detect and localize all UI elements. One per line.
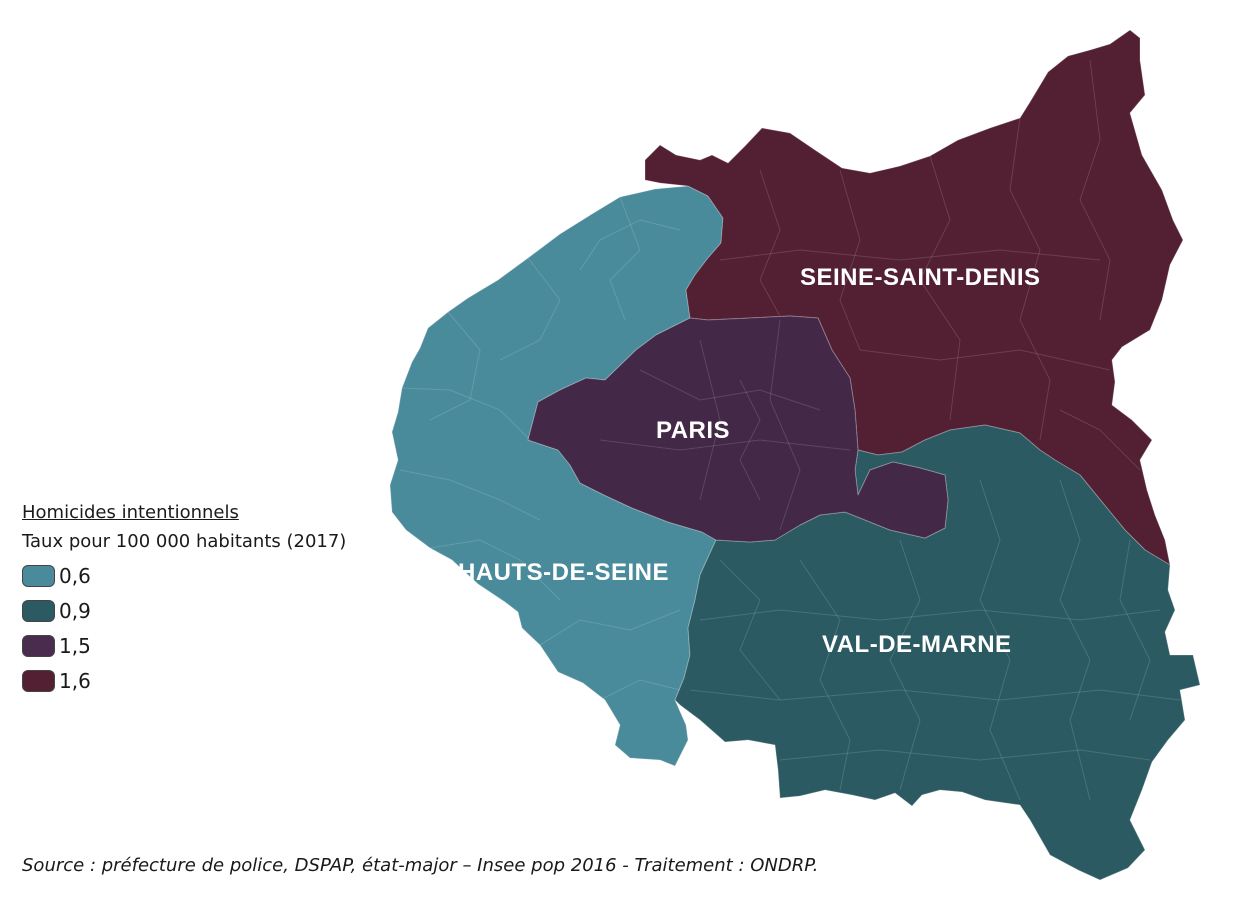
map-legend: Homicides intentionnels Taux pour 100 00… [22,502,346,698]
source-note: Source : préfecture de police, DSPAP, ét… [22,855,819,876]
legend-item: 0,6 [22,558,346,593]
legend-item: 1,6 [22,663,346,698]
legend-label: 1,5 [59,633,91,658]
legend-label: 1,6 [59,668,91,693]
legend-item: 0,9 [22,593,346,628]
legend-swatch [22,599,55,622]
legend-label: 0,6 [59,563,91,588]
paris-label: PARIS [656,417,730,444]
legend-subtitle: Taux pour 100 000 habitants (2017) [22,531,347,552]
commune-boundaries [399,59,1181,801]
legend-swatch [22,634,55,657]
hauts-de-seine-label: HAUTS-DE-SEINE [458,559,669,586]
legend-label: 0,9 [59,598,91,623]
val-de-marne-label: VAL-DE-MARNE [822,631,1012,658]
legend-item: 1,5 [22,628,346,663]
legend-title: Homicides intentionnels [22,502,239,523]
legend-swatch [22,669,55,692]
seine-saint-denis-label: SEINE-SAINT-DENIS [800,264,1041,291]
legend-swatch [22,564,55,587]
hauts-de-seine-area[interactable] [389,185,724,767]
paris-area[interactable] [527,315,949,543]
